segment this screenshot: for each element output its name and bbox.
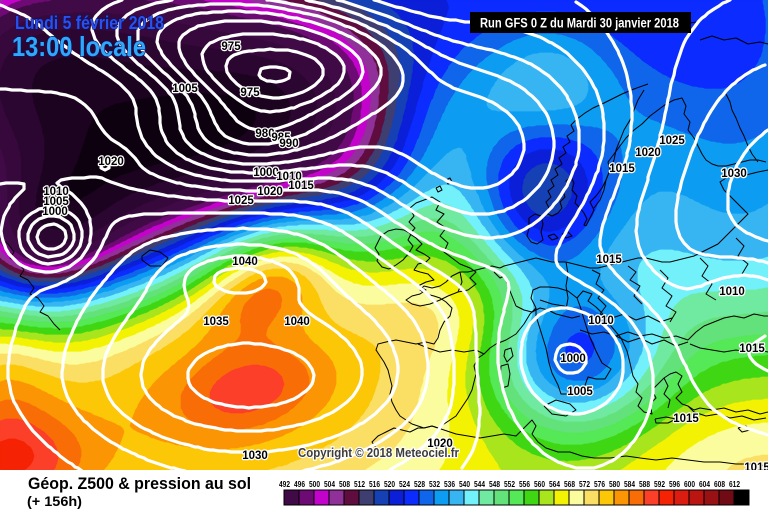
svg-text:Géop. Z500 & pression au sol: Géop. Z500 & pression au sol — [28, 474, 251, 493]
svg-text:612: 612 — [729, 480, 740, 489]
svg-text:608: 608 — [714, 480, 725, 489]
svg-text:985: 985 — [271, 132, 291, 144]
svg-text:536: 536 — [444, 480, 455, 489]
svg-text:1000: 1000 — [42, 206, 68, 218]
svg-text:1015: 1015 — [288, 180, 314, 192]
svg-text:540: 540 — [459, 480, 470, 489]
svg-text:(+ 156h): (+ 156h) — [27, 493, 82, 509]
svg-text:980: 980 — [255, 128, 274, 140]
svg-text:576: 576 — [594, 480, 605, 489]
svg-text:528: 528 — [414, 480, 425, 489]
svg-text:1025: 1025 — [228, 195, 254, 207]
svg-text:975: 975 — [221, 41, 241, 53]
svg-text:520: 520 — [384, 480, 395, 489]
svg-text:544: 544 — [474, 480, 485, 489]
svg-text:564: 564 — [549, 480, 560, 489]
svg-text:580: 580 — [609, 480, 620, 489]
svg-text:596: 596 — [669, 480, 680, 489]
svg-text:1010: 1010 — [588, 315, 614, 327]
svg-text:604: 604 — [699, 480, 710, 489]
svg-text:1020: 1020 — [98, 156, 124, 168]
svg-text:1015: 1015 — [744, 462, 768, 474]
svg-text:13:00 locale: 13:00 locale — [12, 31, 146, 62]
svg-text:600: 600 — [684, 480, 695, 489]
svg-text:1005: 1005 — [43, 196, 69, 208]
svg-text:1035: 1035 — [203, 316, 229, 328]
svg-text:512: 512 — [354, 480, 365, 489]
svg-text:1000: 1000 — [560, 353, 586, 365]
svg-text:568: 568 — [564, 480, 575, 489]
svg-text:508: 508 — [339, 480, 350, 489]
svg-text:1015: 1015 — [596, 254, 622, 266]
svg-text:1015: 1015 — [739, 343, 765, 355]
svg-text:Run GFS 0 Z du Mardi 30 janvie: Run GFS 0 Z du Mardi 30 janvier 2018 — [480, 16, 679, 31]
svg-text:1020: 1020 — [257, 186, 283, 198]
svg-text:592: 592 — [654, 480, 665, 489]
svg-text:504: 504 — [324, 480, 335, 489]
svg-text:1020: 1020 — [427, 438, 453, 450]
svg-text:492: 492 — [279, 480, 290, 489]
svg-text:1015: 1015 — [609, 163, 635, 175]
svg-text:552: 552 — [504, 480, 515, 489]
svg-text:532: 532 — [429, 480, 440, 489]
svg-text:1040: 1040 — [232, 256, 258, 268]
svg-text:588: 588 — [639, 480, 650, 489]
svg-text:516: 516 — [369, 480, 380, 489]
svg-text:1030: 1030 — [721, 168, 747, 180]
svg-text:500: 500 — [309, 480, 320, 489]
svg-text:572: 572 — [579, 480, 590, 489]
svg-text:1000: 1000 — [253, 167, 279, 179]
svg-text:990: 990 — [279, 138, 298, 150]
svg-text:Copyright © 2018 Meteociel.fr: Copyright © 2018 Meteociel.fr — [298, 445, 459, 460]
svg-text:1010: 1010 — [719, 286, 745, 298]
svg-text:1005: 1005 — [567, 386, 593, 398]
svg-text:524: 524 — [399, 480, 410, 489]
svg-text:1025: 1025 — [659, 135, 685, 147]
svg-text:560: 560 — [534, 480, 545, 489]
svg-text:1020: 1020 — [635, 147, 661, 159]
svg-text:1010: 1010 — [43, 186, 69, 198]
svg-text:975: 975 — [240, 87, 260, 99]
svg-text:584: 584 — [624, 480, 635, 489]
svg-text:1015: 1015 — [673, 413, 699, 425]
svg-text:1040: 1040 — [284, 316, 310, 328]
svg-text:Lundi 5 février 2018: Lundi 5 février 2018 — [15, 13, 164, 33]
svg-text:556: 556 — [519, 480, 530, 489]
svg-text:1030: 1030 — [242, 450, 268, 462]
svg-text:496: 496 — [294, 480, 305, 489]
svg-text:1005: 1005 — [172, 83, 198, 95]
svg-text:548: 548 — [489, 480, 500, 489]
svg-text:1010: 1010 — [276, 171, 302, 183]
